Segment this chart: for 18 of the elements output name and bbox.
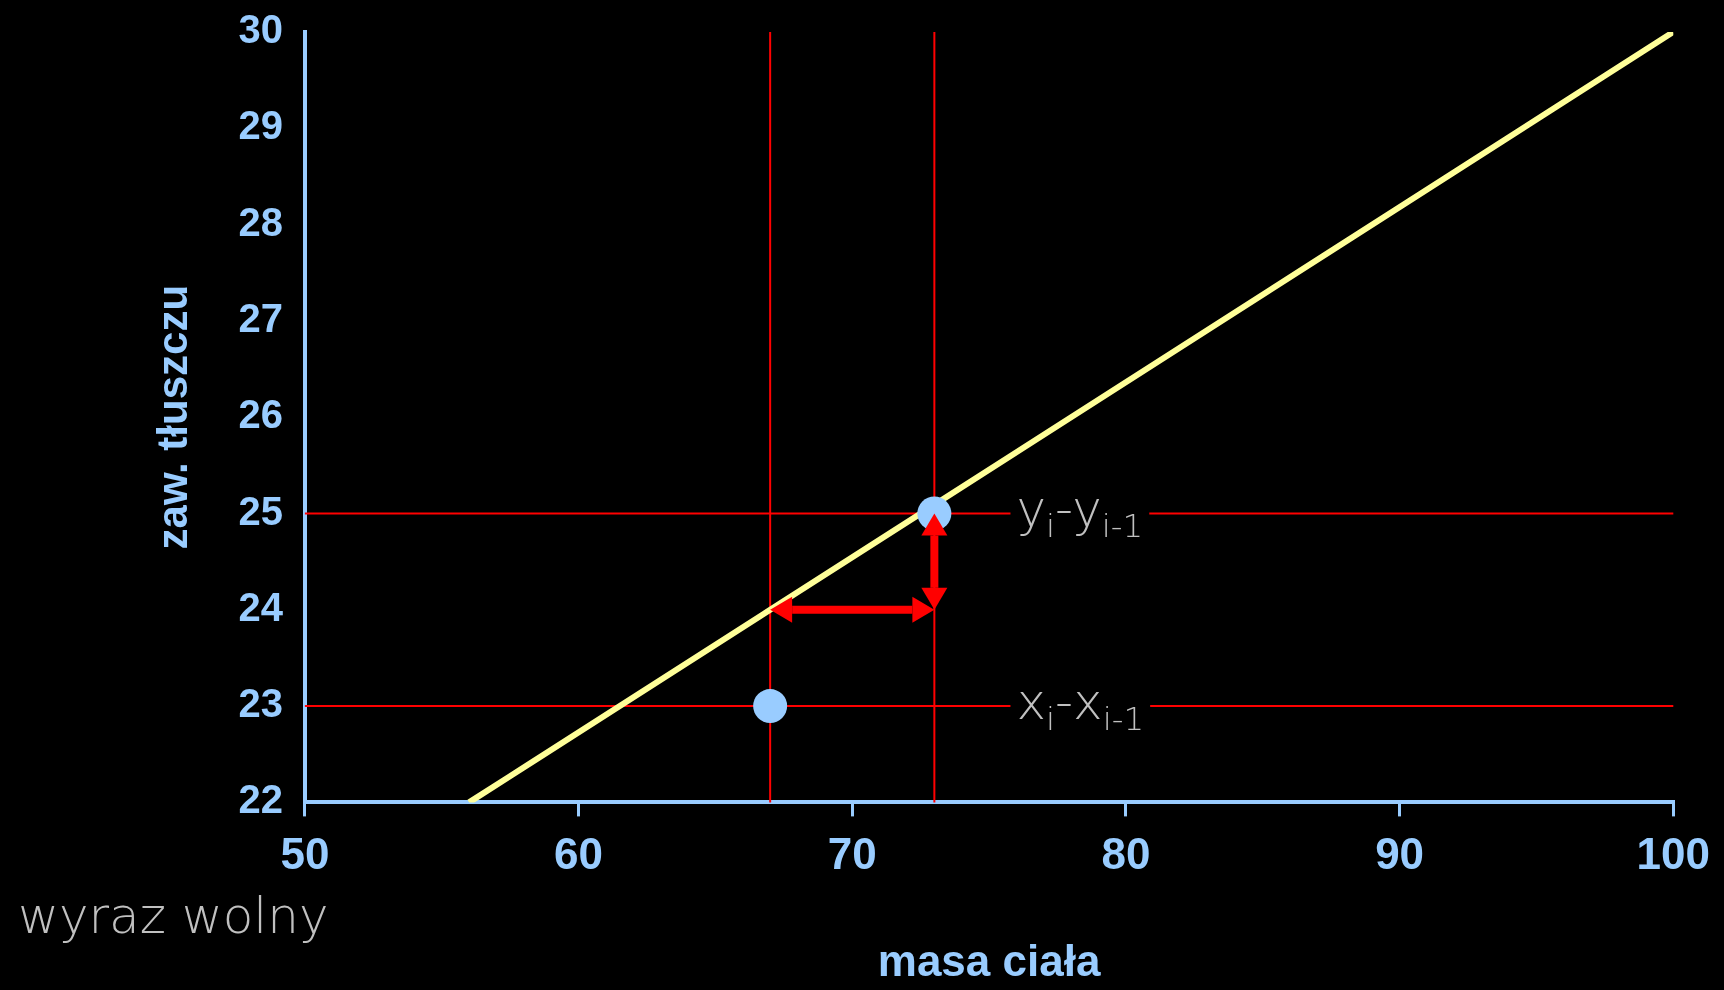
y-tick-label: 29	[238, 103, 283, 148]
x-axis-title: masa ciała	[877, 935, 1101, 985]
y-tick-label: 25	[238, 488, 283, 533]
x-tick-label: 80	[1101, 828, 1151, 878]
y-tick-label: 23	[238, 681, 283, 726]
x-tick-label: 90	[1375, 828, 1425, 878]
y-tick-label: 27	[238, 295, 283, 340]
y-tick-label: 22	[238, 777, 283, 822]
y-axis-title: zaw. tłuszczu	[148, 284, 196, 550]
text: wyraz wolny	[18, 886, 329, 945]
x-tick-label: 70	[827, 828, 877, 878]
y-tick-label: 24	[238, 584, 284, 629]
y-tick-label: 28	[238, 199, 283, 244]
y-tick-label: 30	[238, 7, 283, 52]
x-tick-label: 100	[1636, 828, 1710, 878]
y-tick-label: 26	[238, 392, 283, 437]
x-tick-label: 50	[280, 828, 330, 878]
x-tick-label: 60	[554, 828, 604, 878]
